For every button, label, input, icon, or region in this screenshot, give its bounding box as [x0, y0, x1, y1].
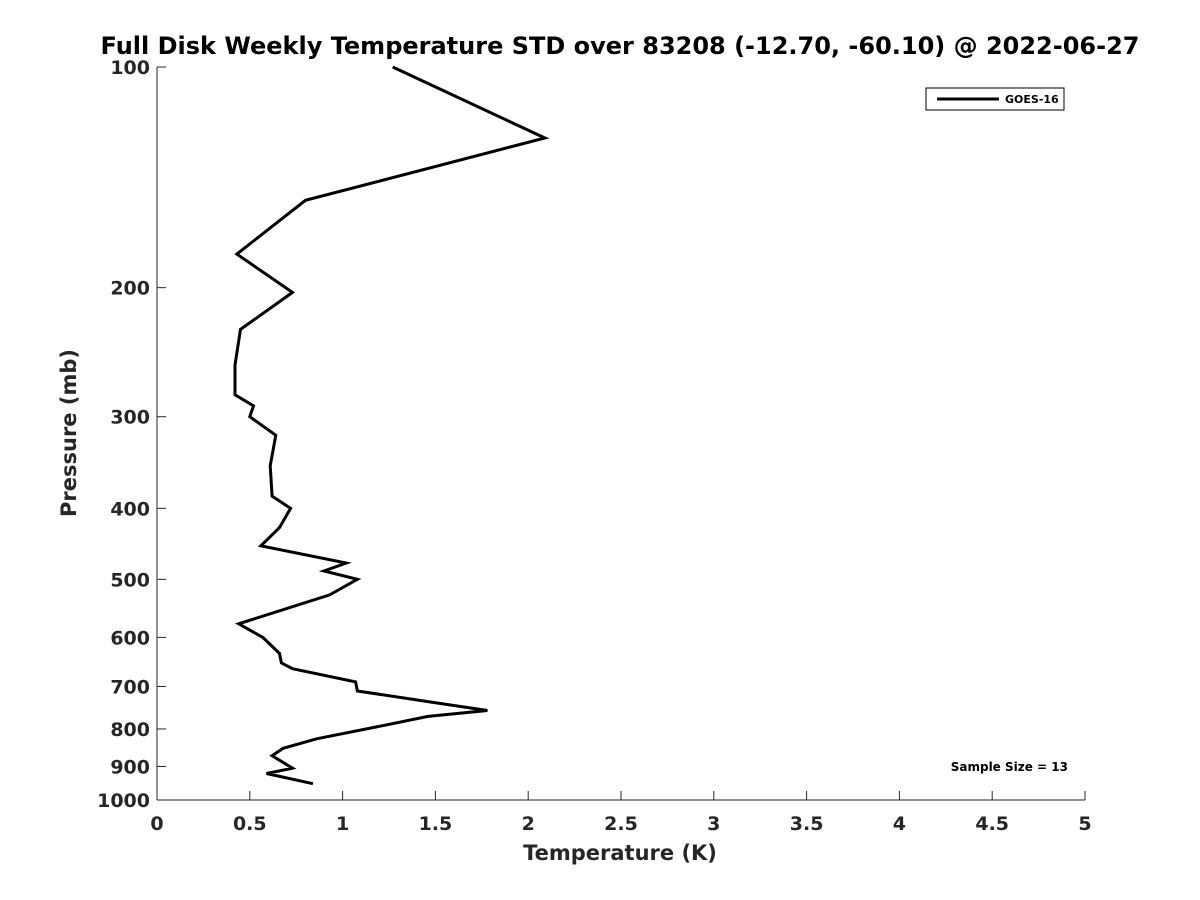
y-tick-label: 200	[110, 278, 150, 300]
x-tick-label: 2	[522, 813, 535, 835]
y-tick-label: 700	[110, 676, 150, 698]
x-tick-label: 0	[150, 813, 163, 835]
x-tick-label: 4.5	[975, 813, 1009, 835]
x-tick-label: 4	[893, 813, 906, 835]
x-tick-label: 3.5	[790, 813, 824, 835]
sample-size-annotation: Sample Size = 13	[951, 760, 1068, 774]
x-tick-label: 1	[336, 813, 349, 835]
series-lines	[233, 65, 550, 786]
legend: GOES-16	[925, 87, 1065, 111]
y-tick-label: 500	[110, 569, 150, 591]
legend-entry-goes-16: GOES-16	[1005, 93, 1059, 106]
x-tick-label: 1.5	[419, 813, 453, 835]
chart-title: Full Disk Weekly Temperature STD over 83…	[101, 32, 1140, 60]
y-tick-label: 800	[110, 719, 150, 741]
y-axis-label: Pressure (mb)	[57, 349, 81, 517]
x-tick-label: 3	[707, 813, 720, 835]
x-tick-label: 0.5	[233, 813, 267, 835]
y-tick-label: 600	[110, 627, 150, 649]
x-axis-ticks: 0 0.5 1 1.5 2 2.5 3 3.5 4 4.5 5	[150, 791, 1092, 835]
x-axis-label: Temperature (K)	[523, 841, 717, 865]
x-tick-label: 2.5	[604, 813, 638, 835]
x-tick-label: 5	[1078, 813, 1091, 835]
y-tick-label: 900	[110, 756, 150, 778]
series-line-goes-16	[233, 65, 550, 786]
y-tick-label: 300	[110, 407, 150, 429]
y-tick-label: 1000	[97, 790, 150, 812]
y-tick-label: 400	[110, 498, 150, 520]
y-axis-ticks: 100 200 300 400 500 600 700 800 900 1000	[97, 57, 166, 812]
y-tick-label: 100	[110, 57, 150, 79]
